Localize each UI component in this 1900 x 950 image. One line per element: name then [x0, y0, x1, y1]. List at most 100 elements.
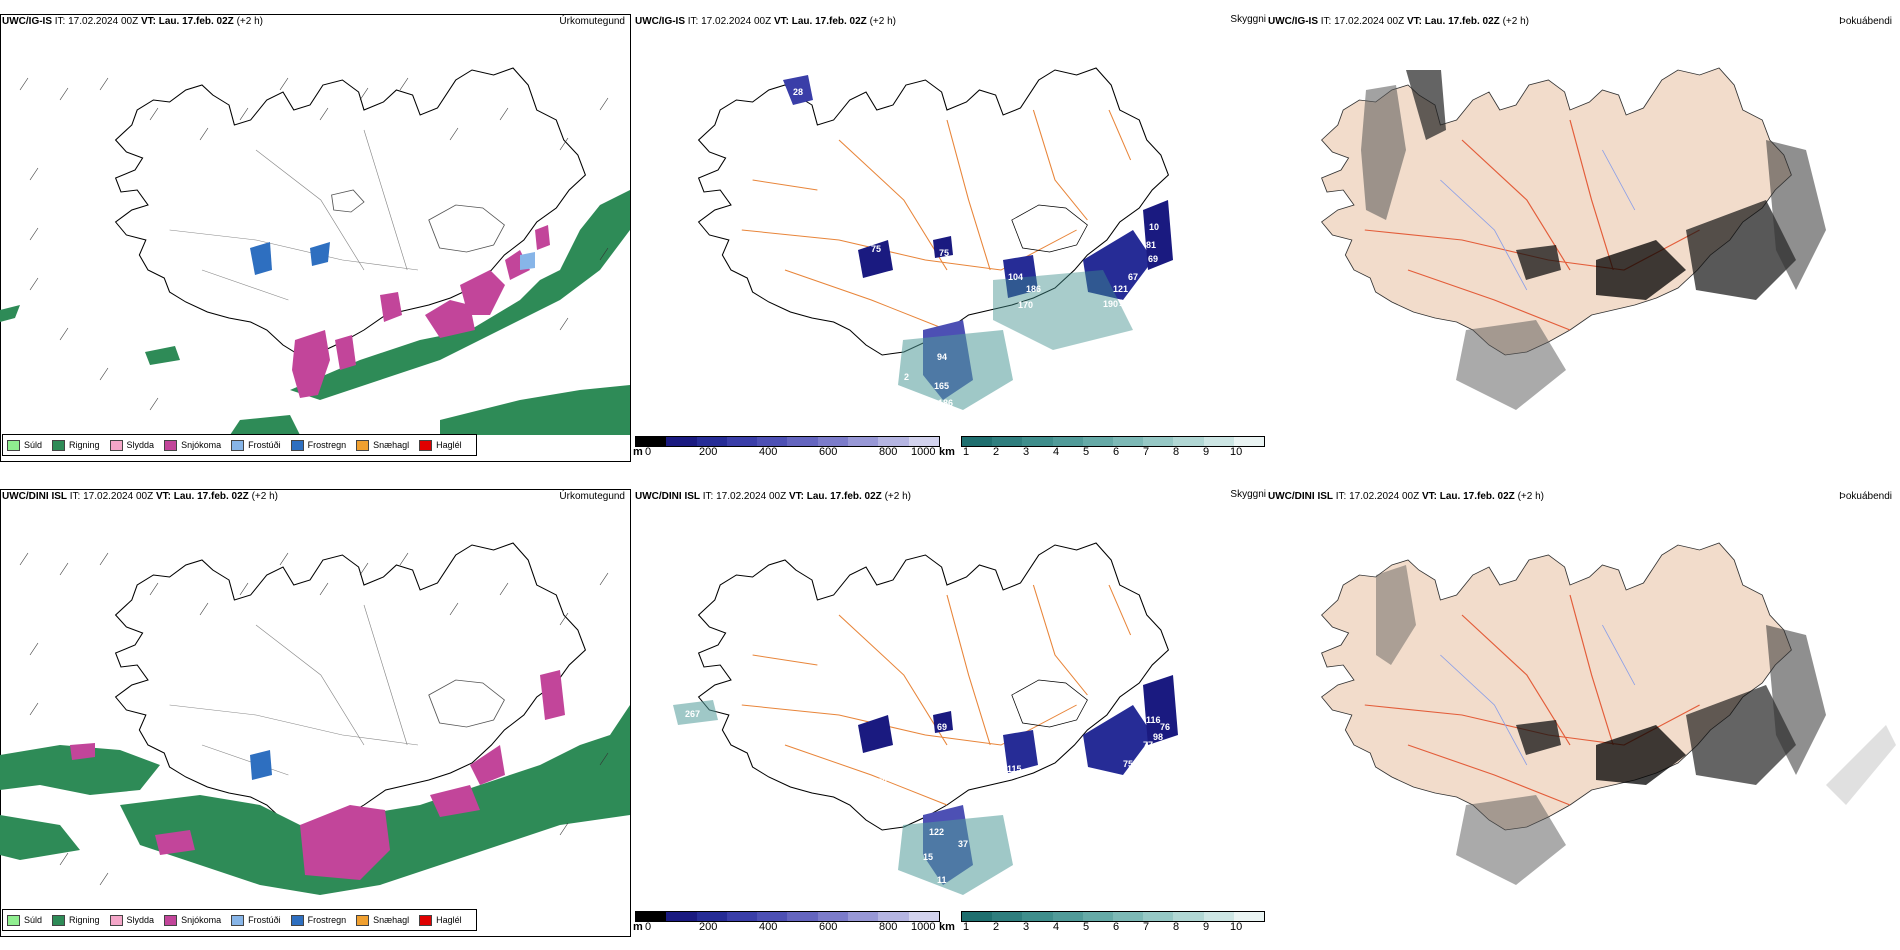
legend-item: Rigning: [52, 914, 100, 926]
visibility-tick: 1: [963, 921, 970, 933]
ceiling-value-label: 116: [1146, 715, 1161, 725]
visibility-tick: 10: [1230, 921, 1243, 933]
visibility-tick: 8: [1173, 921, 1180, 933]
ceiling-value-label: 75: [1123, 759, 1133, 769]
legend-item: Súld: [7, 439, 42, 451]
ceiling-value-label: 186: [938, 398, 953, 408]
ceiling-value-label: 2: [904, 372, 909, 382]
ceiling-value-label: 165: [934, 381, 949, 391]
ceiling-value-label: 98: [1099, 783, 1109, 793]
legend-item: Haglél: [419, 439, 462, 451]
ceiling-colorbar: [635, 436, 940, 447]
visibility-tick: 4: [1053, 921, 1060, 933]
panel-visibility-igis: UWC/IG-IS IT: 17.02.2024 00Z VT: Lau. 17…: [633, 0, 1266, 475]
visibility-tick: 5: [1083, 921, 1090, 933]
map-frame: [0, 14, 631, 462]
panel-visibility-dini: UWC/DINI ISL IT: 17.02.2024 00Z VT: Lau.…: [633, 475, 1266, 950]
visibility-tick: 9: [1203, 921, 1210, 933]
legend-item: Frostregn: [290, 439, 346, 451]
ceiling-areas: [783, 75, 1173, 410]
ceiling-tick: 400: [759, 446, 778, 458]
ceiling-value-label: 190: [1103, 299, 1118, 309]
legend-item: Rigning: [52, 439, 100, 451]
panel-precip-type-igis: UWC/IG-IS IT: 17.02.2024 00Z VT: Lau. 17…: [0, 0, 633, 475]
ceiling-value-label: 739: [733, 852, 748, 862]
ceiling-value-label: 28: [793, 87, 803, 97]
panel-title: UWC/DINI ISL IT: 17.02.2024 00Z VT: Lau.…: [635, 491, 911, 502]
visibility-tick: 2: [993, 446, 1000, 458]
legend-item: Slydda: [109, 439, 154, 451]
visibility-tick: 10: [1230, 446, 1243, 458]
ceiling-value-label: 472: [872, 777, 887, 787]
ceiling-tick: 1000: [911, 446, 936, 458]
map-frame: [0, 489, 631, 937]
panel-title: UWC/IG-IS IT: 17.02.2024 00Z VT: Lau. 17…: [635, 16, 896, 27]
panel-fog-igis: UWC/IG-IS IT: 17.02.2024 00Z VT: Lau. 17…: [1266, 0, 1900, 475]
ceiling-value-label: 267: [685, 709, 700, 719]
legend-item: Snæhagl: [356, 439, 409, 451]
visibility-tick: 7: [1143, 446, 1150, 458]
ceiling-value-label: 98: [1151, 274, 1161, 284]
panel-title: UWC/DINI ISL IT: 17.02.2024 00Z VT: Lau.…: [2, 491, 278, 502]
panel-title: UWC/IG-IS IT: 17.02.2024 00Z VT: Lau. 17…: [2, 16, 263, 27]
ceiling-value-label: 81: [1146, 240, 1156, 250]
color-scales: m 0 200 400 600 800 1000 km 1 2 3 4 5 6 …: [633, 911, 1265, 939]
ceiling-unit: m: [633, 446, 643, 458]
ceiling-value-label: 115: [1007, 764, 1022, 774]
ceiling-tick: 200: [699, 921, 718, 933]
ceiling-value-label: 37: [958, 839, 968, 849]
visibility-tick: 6: [1113, 446, 1120, 458]
panel-title: UWC/IG-IS IT: 17.02.2024 00Z VT: Lau. 17…: [1268, 16, 1529, 27]
panel-title: UWC/DINI ISL IT: 17.02.2024 00Z VT: Lau.…: [1268, 491, 1544, 502]
legend-item: Slydda: [109, 914, 154, 926]
panel-type: Úrkomutegund: [559, 491, 625, 502]
visibility-colorbar: [961, 911, 1265, 922]
fog-areas: [1376, 565, 1896, 885]
legend-item: Súld: [7, 914, 42, 926]
precip-areas: [0, 670, 630, 895]
ceiling-tick: 600: [819, 446, 838, 458]
ceiling-value-label: 186: [1026, 284, 1041, 294]
visibility-tick: 2: [993, 921, 1000, 933]
ceiling-value-label: 98: [1153, 732, 1163, 742]
legend-item: Haglél: [419, 914, 462, 926]
fog-map: [1321, 67, 1826, 410]
ceiling-tick: 1000: [911, 921, 936, 933]
color-scales: m 0 200 400 600 800 1000 km 1 2 3 4 5 6 …: [633, 436, 1265, 464]
ceiling-value-label: 75: [871, 244, 881, 254]
ceiling-value-label: 15: [923, 852, 933, 862]
fog-map: [1321, 542, 1896, 885]
visibility-tick: 6: [1113, 921, 1120, 933]
ceiling-value-label: 76: [1160, 722, 1170, 732]
ceiling-value-label: 84: [1153, 742, 1163, 752]
ceiling-value-label: 25: [861, 302, 871, 312]
panel-fog-dini: UWC/DINI ISL IT: 17.02.2024 00Z VT: Lau.…: [1266, 475, 1900, 950]
ceiling-value-label: 63: [865, 756, 875, 766]
ceiling-tick: 0: [645, 921, 652, 933]
precip-type-legend: Súld Rigning Slydda Snjókoma Frostúði Fr…: [2, 909, 477, 931]
visibility-colorbar: [961, 436, 1265, 447]
ceiling-value-label: 191: [1119, 298, 1134, 308]
legend-item: Snæhagl: [356, 914, 409, 926]
visibility-tick: 4: [1053, 446, 1060, 458]
ceiling-tick: 600: [819, 921, 838, 933]
ceiling-value-label: 69: [937, 722, 947, 732]
ceiling-tick: 800: [879, 446, 898, 458]
ceiling-areas: [673, 675, 1178, 895]
panel-type: Þokuábendi: [1839, 491, 1892, 502]
ceiling-value-label: 104: [1008, 272, 1023, 282]
visibility-tick: 3: [1023, 446, 1030, 458]
ceiling-value-label: 170: [1018, 300, 1033, 310]
ceiling-value-label: 122: [929, 827, 944, 837]
ceiling-unit: m: [633, 921, 643, 933]
ceiling-value-label: 121: [1113, 284, 1128, 294]
visibility-tick: 5: [1083, 446, 1090, 458]
visibility-tick: 7: [1143, 921, 1150, 933]
ceiling-value-label: 128: [1020, 777, 1035, 787]
ceiling-value-label: 11: [937, 875, 947, 885]
panel-type: Úrkomutegund: [559, 16, 625, 27]
